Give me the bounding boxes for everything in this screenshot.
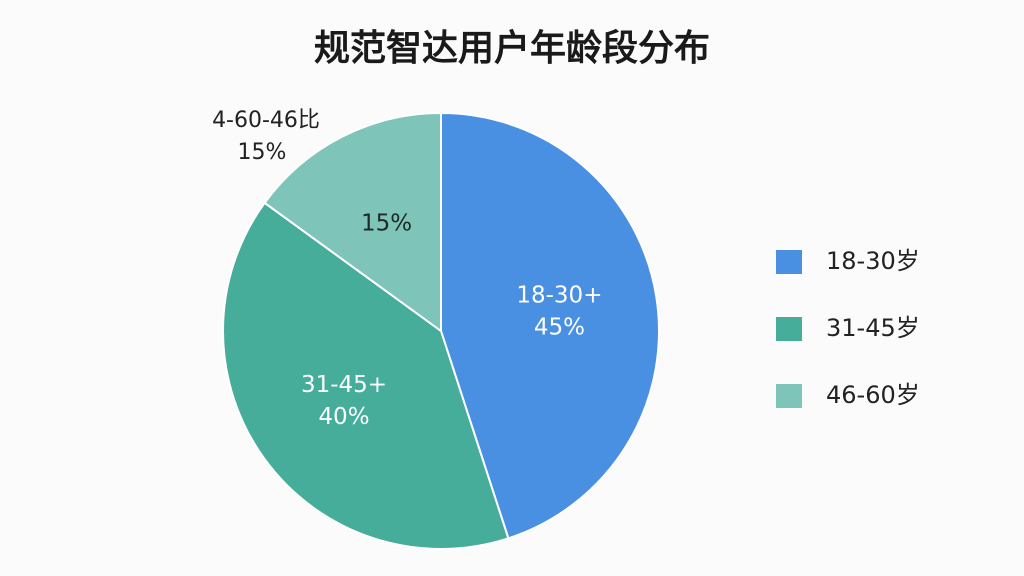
slice-label: 18-30+ (516, 283, 602, 309)
annotation: 4-60-46比 (212, 108, 320, 133)
pie-slice (263, 111, 442, 333)
annotation-value: 15% (238, 140, 287, 165)
slice-label: 31-45+ (301, 372, 387, 398)
legend-swatch (776, 317, 802, 341)
legend-label: 31-45岁 (826, 314, 920, 342)
value-label: 40% (318, 404, 369, 430)
pie-slice (222, 201, 510, 550)
legend-swatch (776, 250, 802, 274)
chart-title: 规范智达用户年龄段分布 (314, 28, 710, 69)
legend-label: 46-60岁 (826, 381, 920, 409)
value-label: 45% (534, 315, 585, 341)
value-label: 15% (361, 211, 412, 237)
legend-label: 18-30岁 (826, 247, 920, 275)
pie-slice (440, 111, 660, 540)
legend-swatch (776, 384, 802, 408)
